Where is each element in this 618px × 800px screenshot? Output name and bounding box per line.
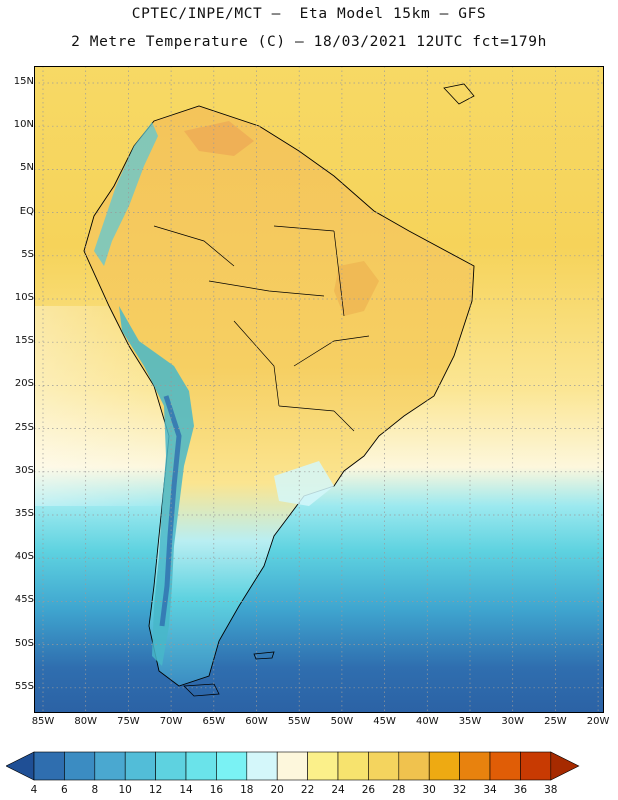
colorbar-swatch: [94, 751, 126, 781]
colorbar-swatch: [520, 751, 552, 781]
colorbar-swatch: [185, 751, 217, 781]
lon-label: 75W: [117, 716, 140, 727]
lon-label: 45W: [373, 716, 396, 727]
lat-label: 35S: [14, 508, 34, 519]
colorbar-swatch: [124, 751, 156, 781]
colorbar-max-arrow: [550, 751, 580, 781]
colorbar-swatch: [216, 751, 248, 781]
lat-label: 10N: [13, 119, 34, 131]
map-canvas: [34, 66, 604, 713]
caribbean-islands: [443, 83, 475, 105]
andes-crest: [159, 395, 182, 627]
temperature-colorbar: [6, 751, 580, 781]
lat-label: 15N: [13, 76, 34, 87]
lat-label: 45S: [14, 594, 34, 606]
lat-label: 5N: [20, 162, 34, 174]
lat-label: 55S: [14, 680, 34, 692]
map-border: [34, 66, 604, 713]
lat-label: 50S: [14, 637, 34, 649]
colorbar-swatch: [337, 751, 369, 781]
central-brazil-warm-spot: [334, 261, 379, 316]
south-america-landmass: [83, 105, 475, 687]
tierra-del-fuego: [183, 683, 220, 697]
map-title-line-1: CPTEC/INPE/MCT – Eta Model 15km – GFS: [131, 6, 487, 22]
country-state-boundaries: [153, 225, 370, 432]
colorbar-swatch: [276, 751, 308, 781]
colorbar-label: 36: [513, 784, 528, 796]
colorbar-label: 10: [118, 784, 132, 796]
lon-label: 25W: [544, 716, 567, 727]
lon-label: 65W: [202, 716, 226, 727]
venezuela-warm-spot: [184, 121, 254, 156]
northern-andes-cold-band: [94, 122, 158, 266]
map-title-line-2: 2 Metre Temperature (C) – 18/03/2021 12U…: [71, 34, 547, 50]
colorbar-swatch: [368, 751, 400, 781]
colorbar-swatch: [307, 751, 339, 781]
colorbar-swatch: [33, 751, 65, 781]
colorbar-label: 24: [331, 784, 345, 796]
lon-label: 20W: [586, 716, 610, 727]
colorbar-label: 30: [422, 784, 436, 796]
colorbar-label: 18: [240, 784, 254, 796]
lat-label: 30S: [14, 464, 34, 476]
lat-label: 40S: [14, 551, 34, 563]
lon-label: 40W: [415, 716, 439, 727]
colorbar-swatch: [398, 751, 430, 781]
colorbar-label: 32: [452, 784, 467, 796]
lat-label: 20S: [14, 378, 34, 390]
colorbar-label: 28: [392, 784, 406, 796]
lat-label: 25S: [14, 421, 34, 433]
southern-andes-cold-band: [119, 306, 194, 666]
lon-label: 55W: [287, 716, 311, 727]
colorbar-swatch: [155, 751, 187, 781]
colorbar-label: 14: [179, 784, 193, 796]
colorbar-swatch: [428, 751, 460, 781]
lon-label: 85W: [31, 716, 55, 727]
colorbar-min-arrow: [6, 751, 35, 781]
colorbar-label: 16: [209, 784, 224, 796]
colorbar-label: 34: [483, 784, 497, 796]
temperature-map: [34, 66, 604, 713]
colorbar-label: 38: [544, 784, 558, 796]
colorbar-label: 4: [30, 784, 38, 796]
lon-label: 80W: [74, 716, 97, 727]
lat-label: 15S: [14, 335, 34, 347]
falkland-islands: [253, 651, 275, 660]
colorbar-label: 26: [361, 784, 376, 796]
lon-label: 60W: [245, 716, 268, 727]
lat-label: 10S: [14, 292, 34, 303]
colorbar-swatch: [246, 751, 278, 781]
colorbar-swatch: [64, 751, 96, 781]
lat-label: EQ: [19, 205, 34, 217]
uruguay-cool-spot: [274, 461, 334, 506]
lon-label: 50W: [330, 716, 354, 727]
colorbar-swatch: [459, 751, 491, 781]
colorbar-label: 6: [61, 784, 68, 796]
lon-label: 30W: [501, 716, 524, 727]
graticule: [34, 66, 604, 713]
colorbar-label: 8: [91, 784, 99, 796]
colorbar-label: 12: [148, 784, 163, 796]
lat-label: 5S: [21, 248, 34, 260]
colorbar-label: 20: [270, 784, 284, 796]
colorbar-label: 22: [300, 784, 315, 796]
colorbar-swatch: [489, 751, 521, 781]
lon-label: 35W: [458, 716, 482, 727]
lon-label: 70W: [159, 716, 183, 727]
